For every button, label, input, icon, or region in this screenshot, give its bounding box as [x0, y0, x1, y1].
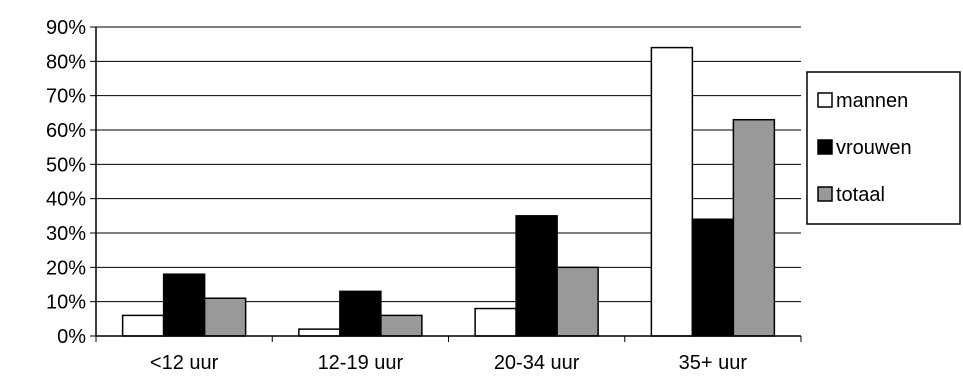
legend-swatch-totaal	[817, 186, 833, 202]
legend-swatch-vrouwen	[817, 139, 833, 155]
x-tick-label: 35+ uur	[679, 352, 748, 374]
y-tick-label: 80%	[46, 51, 86, 73]
y-tick-label: 0%	[57, 326, 86, 348]
legend-swatch-mannen	[817, 92, 833, 108]
y-tick-label: 90%	[46, 17, 86, 39]
bar-totaal-1	[380, 314, 423, 337]
legend: mannen vrouwen totaal	[806, 71, 961, 225]
bar-totaal-2	[556, 266, 599, 337]
gridlines	[96, 26, 801, 303]
x-tick-label: 20-34 uur	[494, 352, 580, 374]
legend-label-mannen: mannen	[836, 90, 908, 112]
x-tick-label: 12-19 uur	[318, 352, 404, 374]
y-axis-ticks: 0% 10% 20% 30% 40% 50% 60% 70% 80% 90%	[46, 17, 96, 348]
bar-mannen-3	[650, 46, 694, 337]
x-axis-ticks: <12 uur 12-19 uur 20-34 uur 35+ uur	[95, 336, 802, 374]
y-tick-label: 10%	[46, 292, 86, 314]
bar-vrouwen-0	[162, 273, 206, 337]
bar-mannen-0	[121, 314, 165, 337]
bar-mannen-1	[298, 328, 341, 337]
legend-label-vrouwen: vrouwen	[836, 137, 912, 159]
y-tick-label: 30%	[46, 223, 86, 245]
bar-totaal-0	[203, 297, 247, 337]
bar-totaal-3	[732, 118, 776, 337]
y-tick-label: 60%	[46, 120, 86, 142]
y-tick-label: 70%	[46, 86, 86, 108]
legend-label-totaal: totaal	[836, 184, 885, 206]
bar-vrouwen-1	[339, 290, 382, 337]
bar-vrouwen-2	[515, 215, 558, 337]
y-tick-label: 20%	[46, 257, 86, 279]
bar-vrouwen-3	[691, 218, 735, 337]
bars	[121, 46, 776, 337]
y-tick-label: 50%	[46, 154, 86, 176]
x-tick-label: <12 uur	[150, 352, 219, 374]
bar-mannen-2	[474, 307, 517, 337]
y-tick-label: 40%	[46, 189, 86, 211]
